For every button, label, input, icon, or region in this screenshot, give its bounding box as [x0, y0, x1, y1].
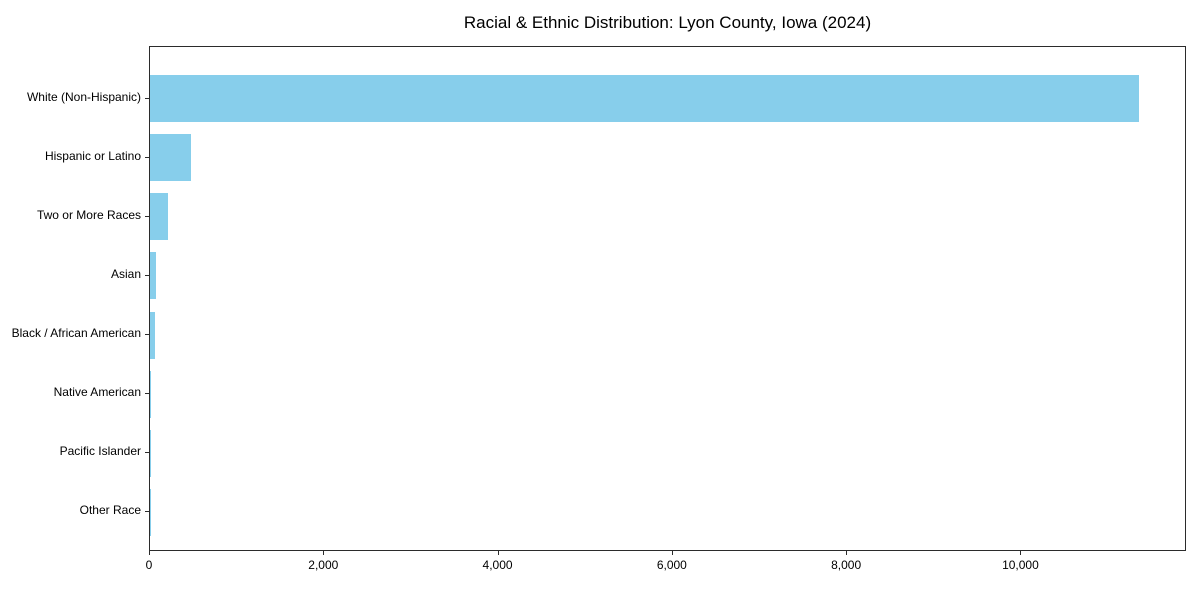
y-tick-mark	[145, 452, 149, 453]
y-tick-label: Asian	[110, 266, 141, 281]
y-tick-label: Pacific Islander	[59, 444, 141, 459]
bar-hispanic-or-latino	[150, 134, 191, 182]
x-tick-mark	[846, 551, 847, 555]
x-tick-mark	[672, 551, 673, 555]
y-tick-label: Black / African American	[11, 326, 141, 341]
bar-white-non-hispanic	[150, 75, 1140, 122]
x-tick-mark	[1020, 551, 1021, 555]
x-tick-label: 8,000	[831, 558, 862, 572]
x-tick-label: 6,000	[656, 558, 687, 572]
y-tick-mark	[145, 334, 149, 335]
y-tick-label: Hispanic or Latino	[44, 148, 141, 163]
y-tick-mark	[145, 157, 149, 158]
plot-area	[149, 46, 1186, 551]
y-tick-mark	[145, 393, 149, 394]
x-tick-label: 10,000	[1002, 558, 1039, 572]
x-tick-label: 2,000	[308, 558, 339, 572]
x-tick-mark	[323, 551, 324, 555]
y-tick-label: Other Race	[79, 503, 141, 518]
y-tick-label: Native American	[53, 385, 141, 400]
x-tick-label: 0	[145, 558, 153, 572]
y-tick-mark	[145, 216, 149, 217]
y-tick-label: White (Non-Hispanic)	[26, 89, 141, 104]
y-tick-mark	[145, 275, 149, 276]
y-tick-mark	[145, 511, 149, 512]
bar-native-american	[150, 370, 152, 418]
bar-asian	[150, 252, 157, 300]
y-tick-mark	[145, 98, 149, 99]
bar-two-or-more-races	[150, 193, 168, 241]
x-tick-label: 4,000	[482, 558, 513, 572]
bar-black-african-american	[150, 311, 155, 359]
x-tick-mark	[149, 551, 150, 555]
x-tick-mark	[498, 551, 499, 555]
chart-title: Racial & Ethnic Distribution: Lyon Count…	[463, 13, 872, 32]
y-tick-label: Two or More Races	[36, 207, 141, 222]
